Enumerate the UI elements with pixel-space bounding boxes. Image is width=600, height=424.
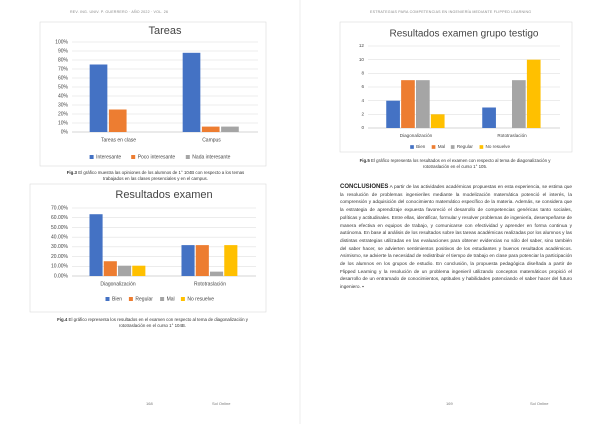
legend-label: Mal	[438, 144, 445, 149]
page-number: 168	[146, 401, 153, 406]
bar	[526, 59, 541, 128]
y-tick-label: 40.00%	[51, 234, 69, 240]
caption-label: Fig.5	[359, 158, 370, 163]
y-tick-label: 80%	[58, 57, 69, 63]
y-tick-label: 10%	[58, 120, 69, 126]
y-tick-label: 70%	[58, 66, 69, 72]
paragraph: A partir de las actividades académicas p…	[340, 185, 572, 291]
y-tick-label: 0%	[61, 129, 69, 135]
legend-swatch	[185, 155, 190, 159]
bar	[201, 126, 220, 132]
legend-swatch	[89, 155, 94, 159]
y-tick-label: 10	[359, 57, 365, 62]
legend-swatch	[450, 145, 455, 149]
bar	[386, 100, 400, 128]
y-tick-label: 20%	[58, 111, 69, 117]
y-tick-label: 70.00%	[51, 205, 69, 211]
legend-label: Nada interesante	[192, 154, 230, 160]
legend-swatch	[479, 145, 484, 149]
legend-label: No resuelve	[187, 296, 214, 302]
bar	[89, 214, 103, 276]
chart-frame	[39, 21, 267, 167]
legend-label: No resuelve	[486, 144, 511, 149]
caption-text: El gráfico muestra las opiniones de los …	[78, 170, 245, 181]
y-tick-label: 0.00%	[54, 273, 69, 279]
header-right: ESTRATEGIAS PARA COMPETENCIAS EN INGENIE…	[370, 10, 532, 14]
legend-swatch	[160, 297, 165, 301]
x-tick-label: Tareas en clase	[101, 137, 136, 143]
header-left: REV. ING. UNIV. P. GUERRERO · AÑO 2022 ·…	[70, 10, 169, 14]
footer-mark: Sol Online	[212, 401, 231, 406]
y-tick-label: 60.00%	[51, 215, 69, 221]
legend-label: Bien	[112, 296, 122, 302]
caption: Fig.5 El gráfico representa los resultad…	[355, 158, 555, 170]
x-tick-label: Diagonalización	[100, 281, 136, 287]
conclusions: CONCLUSIONES A partir de las actividades…	[340, 184, 572, 292]
section-heading: CONCLUSIONES	[340, 184, 389, 190]
y-tick-label: 30.00%	[51, 244, 69, 250]
caption-label: Fig.4	[57, 317, 68, 322]
bar	[195, 245, 209, 276]
bar	[182, 52, 201, 132]
bar	[118, 265, 132, 276]
y-tick-label: 2	[361, 112, 364, 117]
chart-title: Resultados examen	[115, 189, 212, 201]
legend-label: Mal	[167, 296, 175, 302]
bar	[482, 107, 496, 128]
y-tick-label: 0	[361, 125, 364, 130]
y-tick-label: 20.00%	[51, 254, 69, 260]
chart-title: Resultados examen grupo testigo	[390, 29, 539, 40]
y-tick-label: 6	[361, 84, 364, 89]
bar	[512, 80, 526, 128]
legend-swatch	[410, 145, 414, 149]
y-tick-label: 8	[361, 71, 364, 76]
y-tick-label: 12	[359, 43, 365, 48]
x-tick-label: Rototraslación	[497, 133, 527, 138]
y-tick-label: 4	[361, 98, 364, 103]
y-tick-label: 100%	[55, 39, 68, 45]
x-tick-label: Campus	[202, 137, 221, 143]
bar	[132, 265, 146, 276]
legend-swatch	[128, 297, 133, 301]
legend-swatch	[180, 297, 185, 301]
caption: Fig.4 El gráfico representa los resultad…	[50, 317, 255, 329]
bar	[401, 80, 415, 128]
x-tick-label: Diagonalización	[400, 133, 433, 138]
legend-label: Poco interesante	[138, 154, 176, 160]
caption-text: El gráfico representa los resultados en …	[68, 317, 248, 328]
bar	[224, 245, 238, 276]
y-tick-label: 40%	[58, 93, 69, 99]
legend-swatch	[105, 297, 110, 301]
caption-label: Fig.3	[66, 170, 77, 175]
legend-label: Interesante	[96, 154, 121, 160]
legend-label: Regular	[457, 144, 474, 149]
bar	[210, 271, 224, 276]
y-tick-label: 90%	[58, 48, 69, 54]
bar	[181, 245, 195, 276]
bar	[221, 126, 239, 132]
y-tick-label: 60%	[58, 75, 69, 81]
chart-title: Tareas	[148, 25, 182, 37]
legend-label: Bien	[416, 144, 426, 149]
legend-swatch	[431, 145, 436, 149]
footer-mark: Sol Online	[530, 401, 549, 406]
bar	[108, 109, 127, 132]
legend-swatch	[131, 155, 136, 159]
bar	[89, 64, 108, 132]
y-tick-label: 10.00%	[51, 264, 69, 270]
bar	[416, 80, 430, 128]
y-tick-label: 30%	[58, 102, 69, 108]
legend-label: Regular	[135, 296, 153, 302]
y-tick-label: 50%	[58, 84, 69, 90]
caption-text: El gráfico representa los resultados en …	[371, 158, 551, 169]
x-tick-label: Rototraslación	[194, 281, 226, 287]
caption: Fig.3 El gráfico muestra las opiniones d…	[58, 170, 253, 182]
y-tick-label: 50.00%	[51, 225, 69, 231]
bar	[103, 261, 117, 276]
page-number: 169	[446, 401, 453, 406]
bar	[430, 114, 445, 128]
